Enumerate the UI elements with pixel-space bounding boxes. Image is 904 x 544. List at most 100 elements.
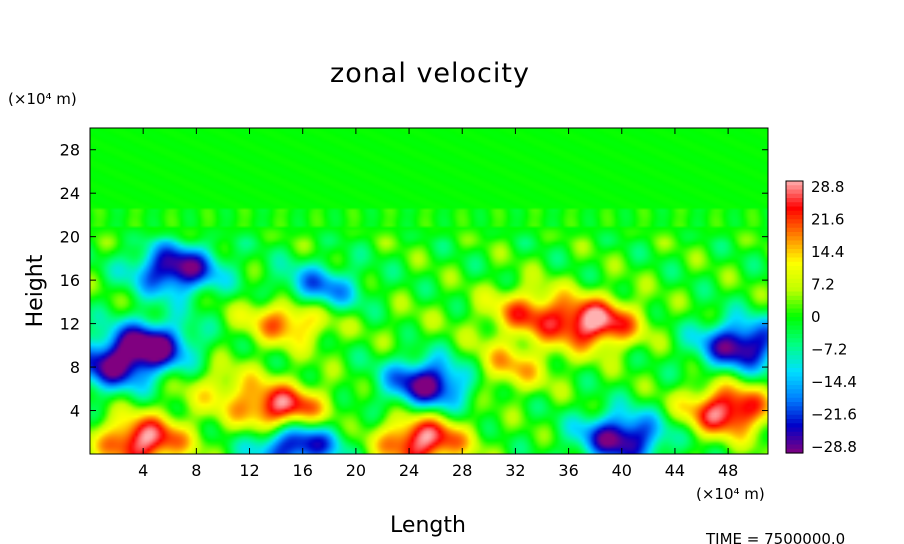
colorbar: 28.8 21.6 14.4 7.2 0 −7.2 −14.4 −21.6 −28.8 [785,178,857,456]
y-tick-label: 8 [70,358,80,377]
colorbar-segment [786,431,803,437]
x-tick-label: 20 [346,461,366,480]
colorbar-segment [786,202,803,208]
colorbar-segment [786,334,803,339]
x-axis: 4 8 12 16 20 24 28 32 36 40 44 48 [138,128,738,480]
colorbar-segment [786,257,803,263]
chart-title: zonal velocity [330,58,530,89]
plot-frame [89,127,769,455]
colorbar-segment [786,274,803,280]
y-tick-label: 16 [60,271,80,290]
time-label: TIME = 7500000.0 [705,530,845,544]
colorbar-tick-label: −7.2 [811,341,847,359]
colorbar-segment [786,270,803,276]
colorbar-segment [786,206,803,212]
colorbar-segment [786,261,803,267]
x-tick-label: 40 [612,461,632,480]
y-unit-label: (×10⁴ m) [8,90,77,108]
colorbar-tick-label: −28.8 [811,438,857,456]
colorbar-tick-label: −14.4 [811,373,857,391]
colorbar-segment [786,385,803,390]
y-tick-label: 28 [60,141,80,160]
x-tick-label: 12 [239,461,259,480]
colorbar-segment [786,223,803,229]
colorbar-segment [786,198,803,203]
colorbar-tick-label: 7.2 [811,276,835,294]
colorbar-segment [786,244,803,250]
x-axis-label: Length [390,513,466,538]
y-tick-label: 20 [60,228,80,247]
colorbar-segment [786,414,803,420]
colorbar-segment [786,283,803,288]
colorbar-segment [786,448,803,454]
x-unit-label: (×10⁴ m) [696,485,765,503]
x-tick-label: 36 [558,461,578,480]
colorbar-segment [786,368,803,373]
colorbar-segment [786,189,803,195]
colorbar-segment [786,181,803,186]
colorbar-segment [786,363,803,369]
colorbar-segment [786,287,803,293]
x-tick-label: 28 [452,461,472,480]
colorbar-segment [786,308,803,314]
y-tick-label: 4 [70,402,80,421]
colorbar-frame [785,180,804,454]
colorbar-tick-label: 14.4 [811,243,844,261]
colorbar-segment [786,393,803,399]
colorbar-segment [786,291,803,297]
x-tick-label: 48 [718,461,738,480]
y-axis-label: Height [23,254,48,327]
colorbar-segment [786,444,803,450]
colorbar-segment [786,380,803,386]
colorbar-segment [786,346,803,352]
colorbar-segment [786,317,803,322]
colorbar-segment [786,342,803,348]
colorbar-segment [786,372,803,378]
colorbar-segment [786,329,803,335]
colorbar-segment [786,278,803,284]
y-axis: 4 8 12 16 20 24 28 [60,141,768,421]
colorbar-segment [786,210,803,216]
x-tick-label: 44 [665,461,685,480]
colorbar-tick-label: 28.8 [811,178,844,196]
x-tick-label: 16 [293,461,313,480]
colorbar-segment [786,359,803,365]
colorbar-segment [786,304,803,310]
colorbar-segment [786,440,803,446]
colorbar-segment [786,376,803,382]
colorbar-segment [786,397,803,403]
x-tick-label: 4 [138,461,148,480]
x-tick-label: 8 [191,461,201,480]
colorbar-tick-label: 0 [811,308,821,326]
colorbar-segment [786,300,803,305]
y-tick-label: 24 [60,184,80,203]
colorbar-segment [786,236,803,242]
colorbar-segment [786,249,803,254]
velocity-field [90,128,768,454]
colorbar-segment [786,423,803,429]
colorbar-segment [786,436,803,441]
x-tick-label: 24 [399,461,419,480]
colorbar-segment [786,419,803,424]
colorbar-segment [786,338,803,344]
colorbar-segment [786,410,803,416]
colorbar-segment [786,406,803,412]
colorbar-segment [786,325,803,331]
colorbar-segment [786,227,803,233]
colorbar-segment [786,240,803,246]
colorbar-tick-label: −21.6 [811,406,857,424]
colorbar-segment [786,253,803,259]
colorbar-segment [786,312,803,318]
colorbar-segment [786,185,803,191]
colorbar-tick-label: 21.6 [811,211,844,229]
colorbar-segment [786,351,803,356]
y-tick-label: 12 [60,315,80,334]
colorbar-segment [786,321,803,327]
colorbar-segment [786,402,803,407]
colorbar-segment [786,389,803,395]
colorbar-segment [786,219,803,225]
colorbar-segment [786,232,803,237]
colorbar-segment [786,215,803,220]
colorbar-segment [786,266,803,271]
